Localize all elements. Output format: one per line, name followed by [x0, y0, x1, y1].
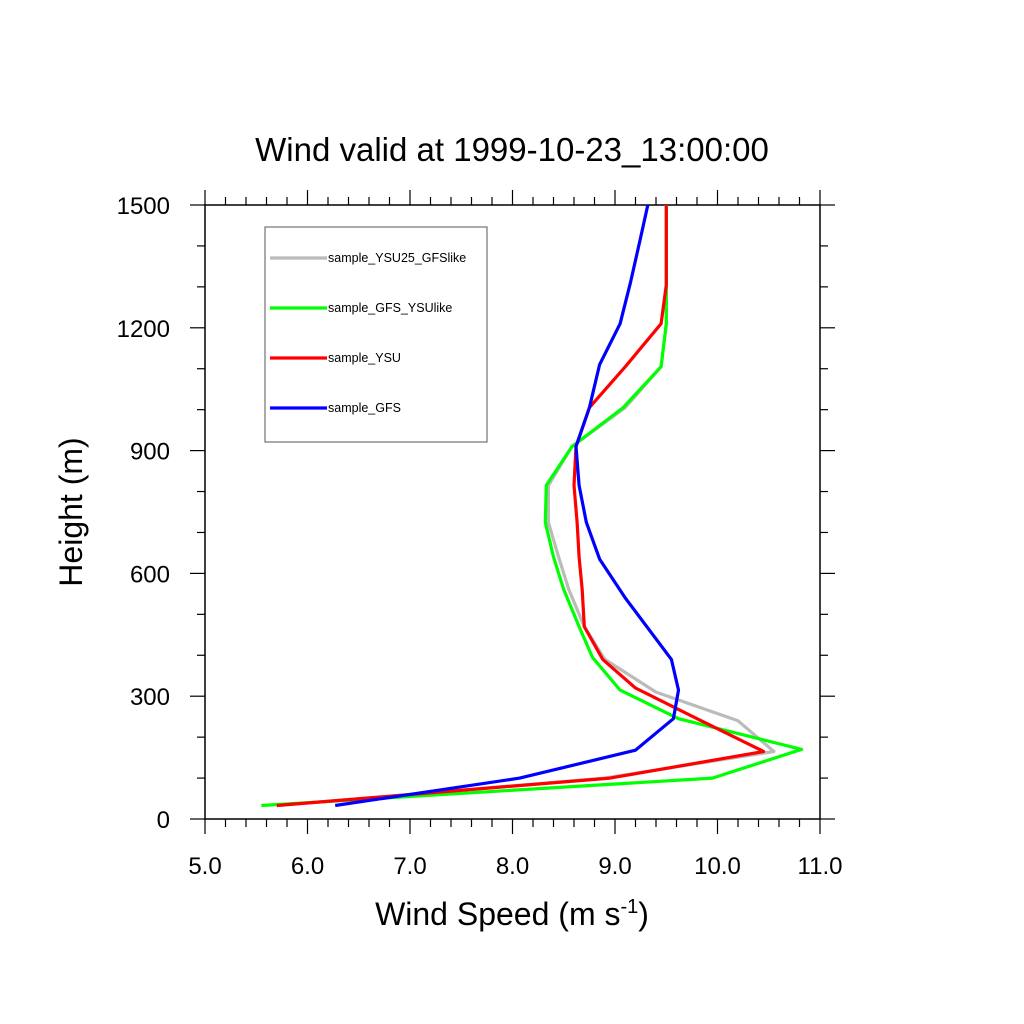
series-line-sample_GFS_YSUlike — [261, 205, 804, 808]
x-tick-label: 10.0 — [694, 853, 741, 880]
y-axis-label: Height (m) — [53, 437, 89, 586]
x-tick-label: 6.0 — [291, 853, 324, 880]
x-tick-label: 7.0 — [393, 853, 426, 880]
y-tick-label: 300 — [130, 684, 170, 711]
series-line-sample_GFS — [334, 204, 681, 808]
series-lines — [261, 204, 804, 808]
y-tick-label: 0 — [157, 807, 170, 834]
y-tick-label: 1500 — [117, 193, 170, 220]
legend-label: sample_GFS_YSUlike — [328, 301, 452, 315]
x-tick-label: 5.0 — [188, 853, 221, 880]
x-axis-label: Wind Speed (m s-1) — [375, 896, 649, 932]
legend-label: sample_YSU — [328, 351, 401, 365]
legend-label: sample_YSU25_GFSlike — [328, 251, 466, 265]
x-tick-label: 9.0 — [598, 853, 631, 880]
x-tick-label: 8.0 — [496, 853, 529, 880]
x-axis-label-main: Wind Speed (m s — [375, 896, 620, 932]
y-axis: 0 300 600 900 1200 1500 — [117, 193, 835, 834]
x-axis-label-superscript: -1 — [620, 896, 638, 918]
y-tick-label: 1200 — [117, 316, 170, 343]
series-line-sample_YSU — [276, 205, 766, 808]
y-tick-label: 600 — [130, 561, 170, 588]
legend-label: sample_GFS — [328, 401, 401, 415]
legend-box — [264, 226, 488, 443]
legend-items: sample_YSU25_GFSlike sample_GFS_YSUlikesa… — [270, 251, 466, 415]
x-axis: 5.0 6.0 7.0 8.0 9.0 10.0 11.0 — [188, 190, 842, 880]
chart-title: Wind valid at 1999-10-23_13:00:00 — [255, 131, 769, 168]
x-axis-label-end: ) — [638, 896, 649, 932]
legend: sample_YSU25_GFSlike sample_GFS_YSUlikesa… — [264, 226, 488, 443]
x-tick-label: 11.0 — [798, 853, 843, 880]
y-tick-label: 900 — [130, 439, 170, 466]
